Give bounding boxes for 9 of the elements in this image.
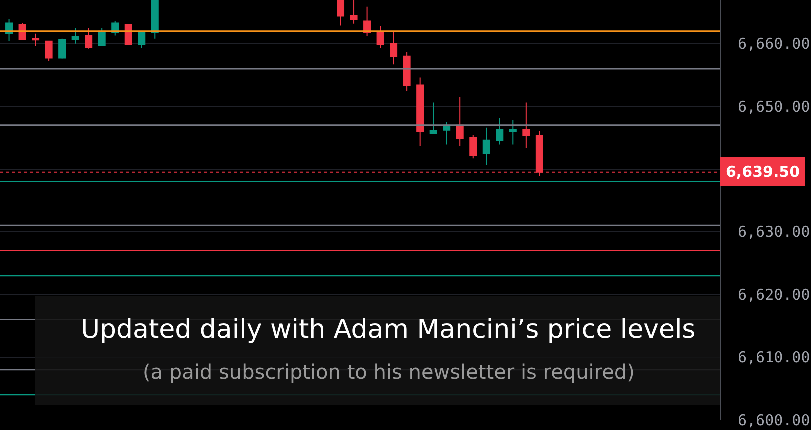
y-tick-label: 6,620.00 [738, 286, 810, 304]
annotation: Updated daily with Adam Mancini’s price levels [81, 315, 696, 345]
y-tick-label: 6,650.00 [738, 98, 810, 116]
ref-line-label: 6,639.50 [726, 163, 800, 181]
y-tick-label: 6,610.00 [738, 348, 810, 367]
y-tick-label: 6,600.00 [738, 411, 810, 430]
annotation: (a paid subscription to his newsletter is required) [143, 360, 635, 384]
y-tick-label: 6,660.00 [738, 35, 810, 54]
y-tick-label: 6,630.00 [738, 223, 810, 242]
